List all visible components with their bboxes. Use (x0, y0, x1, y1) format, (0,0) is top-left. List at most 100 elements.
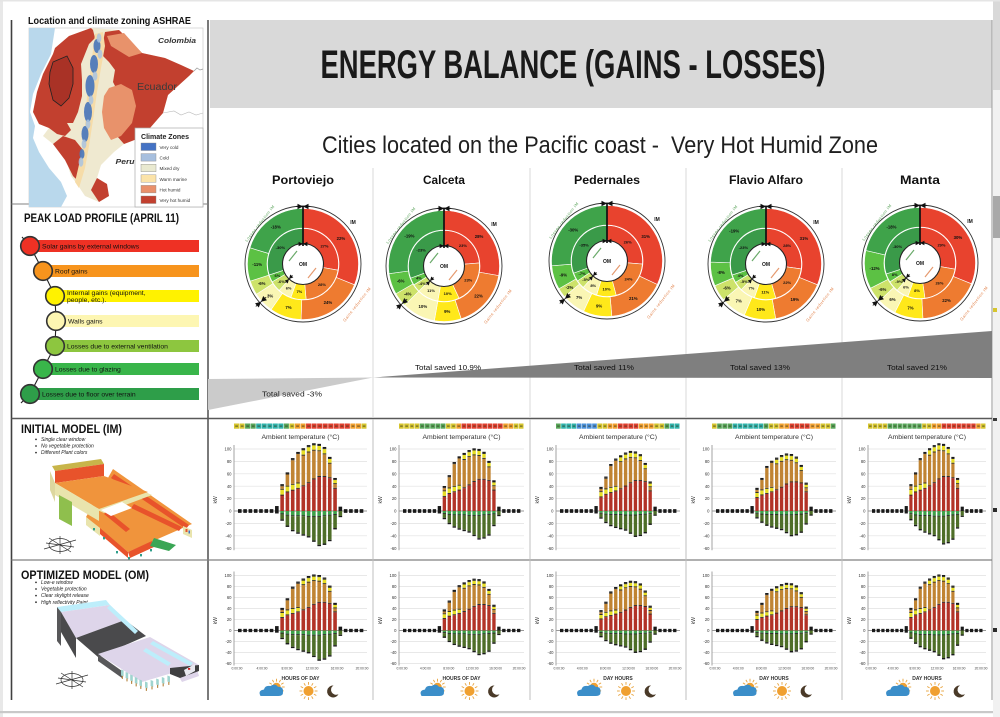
svg-text:60: 60 (227, 595, 232, 600)
svg-text:DAY HOURS: DAY HOURS (912, 676, 942, 682)
svg-text:20:00:00: 20:00:00 (669, 667, 682, 671)
svg-text:-60: -60 (703, 661, 710, 666)
svg-text:-19%: -19% (404, 233, 414, 238)
svg-text:80: 80 (227, 584, 232, 589)
svg-text:kW: kW (213, 617, 219, 625)
svg-text:0: 0 (394, 509, 397, 514)
svg-text:Ambient temperature (°C): Ambient temperature (°C) (888, 434, 966, 441)
svg-text:22%: 22% (337, 236, 346, 241)
svg-text:-8%: -8% (717, 270, 725, 275)
svg-text:kW: kW (535, 496, 541, 504)
svg-text:40: 40 (227, 484, 232, 489)
svg-text:-4%: -4% (419, 281, 427, 286)
svg-text:4:00:00: 4:00:00 (257, 667, 268, 671)
svg-text:No vegetable protection: No vegetable protection (41, 444, 94, 450)
svg-text:DAY HOURS: DAY HOURS (603, 676, 633, 682)
svg-text:kW: kW (378, 617, 384, 625)
svg-text:Colombia: Colombia (158, 36, 196, 45)
svg-text:31%: 31% (641, 234, 650, 239)
svg-text:40: 40 (549, 484, 554, 489)
svg-text:12:00:00: 12:00:00 (622, 667, 635, 671)
svg-text:8%: 8% (590, 283, 596, 288)
svg-text:-60: -60 (225, 546, 232, 551)
svg-text:-35%: -35% (579, 242, 589, 247)
svg-text:6%: 6% (286, 285, 292, 290)
svg-text:40: 40 (549, 606, 554, 611)
svg-text:7%: 7% (736, 298, 742, 303)
svg-text:Different Plant colors: Different Plant colors (41, 450, 88, 456)
svg-text:Pedernales: Pedernales (574, 175, 640, 187)
svg-text:Cold: Cold (160, 156, 170, 161)
svg-text:Losses due to glazing: Losses due to glazing (55, 366, 121, 373)
svg-text:7%: 7% (748, 285, 754, 290)
svg-text:20: 20 (227, 617, 232, 622)
svg-text:Warm marine: Warm marine (160, 177, 188, 182)
svg-text:Hot humid: Hot humid (160, 187, 181, 192)
svg-text:-18%: -18% (271, 225, 281, 230)
svg-text:20: 20 (549, 496, 554, 501)
svg-text:IM: IM (350, 220, 356, 226)
svg-text:-60: -60 (547, 546, 554, 551)
svg-text:8:00:00: 8:00:00 (282, 667, 293, 671)
svg-text:Very cold: Very cold (160, 145, 179, 150)
svg-text:0: 0 (229, 628, 232, 633)
svg-text:40: 40 (705, 606, 710, 611)
svg-text:12:00:00: 12:00:00 (306, 667, 319, 671)
svg-text:Ambient temperature (°C): Ambient temperature (°C) (735, 434, 813, 441)
svg-text:0:00:00: 0:00:00 (866, 667, 877, 671)
svg-text:-20: -20 (547, 639, 554, 644)
svg-text:0: 0 (707, 509, 710, 514)
svg-text:40: 40 (705, 484, 710, 489)
svg-text:kW: kW (847, 496, 853, 504)
svg-text:22%: 22% (942, 298, 951, 303)
svg-text:30%: 30% (954, 235, 963, 240)
svg-text:Mixed dry: Mixed dry (160, 166, 181, 171)
svg-text:16:00:00: 16:00:00 (801, 667, 814, 671)
svg-text:-30%: -30% (568, 228, 578, 233)
svg-text:-6%: -6% (723, 285, 731, 290)
svg-text:kW: kW (378, 496, 384, 504)
svg-text:Clear skylight release: Clear skylight release (41, 593, 89, 599)
svg-text:-5%: -5% (741, 279, 749, 284)
svg-text:20: 20 (227, 496, 232, 501)
svg-text:ENERGY BALANCE (GAINS - LOSSES: ENERGY BALANCE (GAINS - LOSSES) (321, 43, 826, 87)
svg-text:80: 80 (392, 459, 397, 464)
svg-text:4%: 4% (416, 276, 422, 281)
svg-text:4:00:00: 4:00:00 (420, 667, 431, 671)
svg-text:kW: kW (847, 617, 853, 625)
svg-text:-20: -20 (390, 639, 397, 644)
svg-text:-20: -20 (225, 639, 232, 644)
svg-text:-40: -40 (703, 650, 710, 655)
svg-text:-40: -40 (225, 533, 232, 538)
svg-text:60: 60 (705, 595, 710, 600)
svg-text:-60: -60 (859, 546, 866, 551)
svg-text:Cities located on the Pacific: Cities located on the Pacific coast - Ve… (322, 132, 878, 159)
svg-text:26%: 26% (624, 239, 632, 244)
svg-text:IM: IM (813, 220, 819, 226)
svg-text:20:00:00: 20:00:00 (825, 667, 838, 671)
svg-text:Losses due to external ventila: Losses due to external ventilation (67, 343, 168, 350)
svg-text:31%: 31% (800, 236, 809, 241)
svg-text:Total saved -3%: Total saved -3% (262, 392, 322, 399)
svg-text:0:00:00: 0:00:00 (397, 667, 408, 671)
svg-text:-30%: -30% (276, 245, 286, 250)
svg-text:Low-e window: Low-e window (41, 580, 73, 586)
svg-text:16:00:00: 16:00:00 (489, 667, 502, 671)
svg-text:9%: 9% (596, 304, 602, 309)
svg-text:OM: OM (916, 261, 924, 267)
svg-text:80: 80 (705, 584, 710, 589)
svg-text:100: 100 (225, 447, 233, 452)
svg-text:Manta: Manta (900, 175, 941, 187)
svg-text:Location and climate zoning AS: Location and climate zoning ASHRAE (28, 15, 191, 27)
svg-text:-18%: -18% (886, 225, 896, 230)
svg-text:-11%: -11% (252, 262, 262, 267)
svg-text:7%: 7% (296, 289, 302, 294)
svg-text:28%: 28% (783, 243, 791, 248)
svg-text:-6%: -6% (879, 287, 887, 292)
svg-text:Vegetable protection: Vegetable protection (41, 587, 87, 593)
svg-text:100: 100 (703, 573, 711, 578)
svg-text:Very hot humid: Very hot humid (160, 198, 191, 203)
svg-text:80: 80 (227, 459, 232, 464)
svg-text:kW: kW (213, 496, 219, 504)
svg-text:60: 60 (227, 471, 232, 476)
